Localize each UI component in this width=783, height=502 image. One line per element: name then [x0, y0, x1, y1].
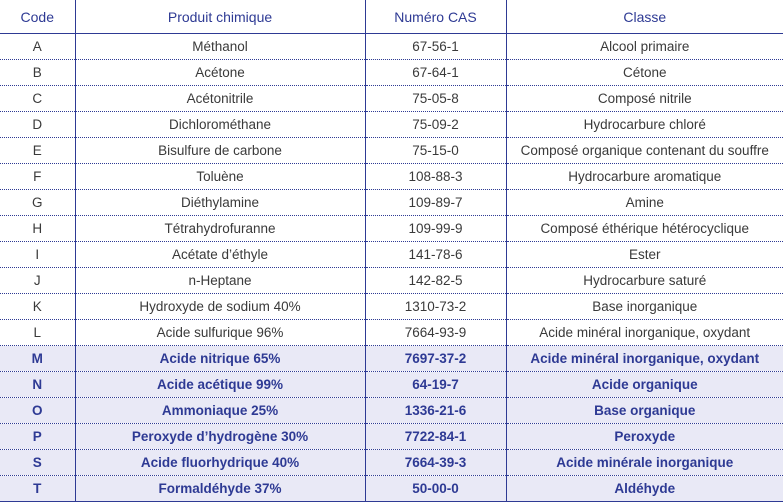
table-row: D Dichlorométhane 75-09-2 Hydrocarbure chlo…	[0, 112, 783, 138]
cell-code: S	[0, 450, 75, 476]
cell-cas: 67-64-1	[365, 60, 506, 86]
cell-product: Diéthylamine	[75, 190, 365, 216]
cell-code: F	[0, 164, 75, 190]
cell-code: M	[0, 346, 75, 372]
table-row: A Méthanol 67-56-1 Alcool primaire	[0, 34, 783, 60]
cell-class: Hydrocarbure saturé	[506, 268, 783, 294]
cell-product: Bisulfure de carbone	[75, 138, 365, 164]
cell-class: Aldéhyde	[506, 476, 783, 502]
cell-product: Tétrahydrofuranne	[75, 216, 365, 242]
header-product: Produit chimique	[75, 0, 365, 34]
cell-code: A	[0, 34, 75, 60]
cell-cas: 108-88-3	[365, 164, 506, 190]
cell-product: Toluène	[75, 164, 365, 190]
cell-class: Ester	[506, 242, 783, 268]
cell-code: L	[0, 320, 75, 346]
cell-cas: 75-05-8	[365, 86, 506, 112]
cell-product: Peroxyde d’hydrogène 30%	[75, 424, 365, 450]
cell-product: n-Heptane	[75, 268, 365, 294]
cell-class: Composé nitrile	[506, 86, 783, 112]
cell-class: Hydrocarbure chloré	[506, 112, 783, 138]
cell-code: J	[0, 268, 75, 294]
header-class: Classe	[506, 0, 783, 34]
cell-product: Ammoniaque 25%	[75, 398, 365, 424]
table-row: F Toluène 108-88-3 Hydrocarbure aromatique	[0, 164, 783, 190]
cell-code: K	[0, 294, 75, 320]
cell-product: Acétonitrile	[75, 86, 365, 112]
cell-cas: 7664-39-3	[365, 450, 506, 476]
table-row: K Hydroxyde de sodium 40% 1310-73-2 Base in…	[0, 294, 783, 320]
cell-code: I	[0, 242, 75, 268]
cell-product: Méthanol	[75, 34, 365, 60]
cell-code: G	[0, 190, 75, 216]
cell-code: B	[0, 60, 75, 86]
table-row: C Acétonitrile 75-05-8 Composé nitrile	[0, 86, 783, 112]
table-row: M Acide nitrique 65% 7697-37-2 Acide minéra…	[0, 346, 783, 372]
table-row: T Formaldéhyde 37% 50-00-0 Aldéhyde	[0, 476, 783, 502]
cell-code: E	[0, 138, 75, 164]
cell-cas: 109-89-7	[365, 190, 506, 216]
cell-class: Alcool primaire	[506, 34, 783, 60]
table-row: B Acétone 67-64-1 Cétone	[0, 60, 783, 86]
table-row: I Acétate d’éthyle 141-78-6 Ester	[0, 242, 783, 268]
cell-product: Acétate d’éthyle	[75, 242, 365, 268]
cell-product: Formaldéhyde 37%	[75, 476, 365, 502]
cell-product: Acide fluorhydrique 40%	[75, 450, 365, 476]
cell-cas: 7664-93-9	[365, 320, 506, 346]
cell-class: Cétone	[506, 60, 783, 86]
cell-class: Acide minérale inorganique	[506, 450, 783, 476]
cell-class: Peroxyde	[506, 424, 783, 450]
table-row: L Acide sulfurique 96% 7664-93-9 Acide miné…	[0, 320, 783, 346]
cell-cas: 7697-37-2	[365, 346, 506, 372]
cell-class: Amine	[506, 190, 783, 216]
cell-code: D	[0, 112, 75, 138]
cell-product: Acide nitrique 65%	[75, 346, 365, 372]
cell-cas: 1336-21-6	[365, 398, 506, 424]
cell-product: Acétone	[75, 60, 365, 86]
cell-code: H	[0, 216, 75, 242]
cell-cas: 64-19-7	[365, 372, 506, 398]
cell-code: P	[0, 424, 75, 450]
cell-cas: 109-99-9	[365, 216, 506, 242]
table-body: A Méthanol 67-56-1 Alcool primaire B Acétone 6…	[0, 34, 783, 502]
cell-product: Dichlorométhane	[75, 112, 365, 138]
cell-cas: 75-09-2	[365, 112, 506, 138]
cell-cas: 75-15-0	[365, 138, 506, 164]
cell-code: N	[0, 372, 75, 398]
cell-class: Hydrocarbure aromatique	[506, 164, 783, 190]
header-row: Code Produit chimique Numéro CAS Classe	[0, 0, 783, 34]
cell-class: Base organique	[506, 398, 783, 424]
table-row: O Ammoniaque 25% 1336-21-6 Base organique	[0, 398, 783, 424]
cell-cas: 7722-84-1	[365, 424, 506, 450]
cell-class: Base inorganique	[506, 294, 783, 320]
cell-class: Acide minéral inorganique, oxydant	[506, 346, 783, 372]
table-row: G Diéthylamine 109-89-7 Amine	[0, 190, 783, 216]
cell-product: Acide sulfurique 96%	[75, 320, 365, 346]
cell-code: O	[0, 398, 75, 424]
cell-cas: 67-56-1	[365, 34, 506, 60]
cell-class: Acide organique	[506, 372, 783, 398]
cell-cas: 50-00-0	[365, 476, 506, 502]
cell-code: T	[0, 476, 75, 502]
cell-class: Composé organique contenant du souffre	[506, 138, 783, 164]
table-row: N Acide acétique 99% 64-19-7 Acide organiqu…	[0, 372, 783, 398]
cell-product: Hydroxyde de sodium 40%	[75, 294, 365, 320]
header-code: Code	[0, 0, 75, 34]
table-row: P Peroxyde d’hydrogène 30% 7722-84-1 Peroxy…	[0, 424, 783, 450]
cell-class: Acide minéral inorganique, oxydant	[506, 320, 783, 346]
table-row: S Acide fluorhydrique 40% 7664-39-3 Acide m…	[0, 450, 783, 476]
cell-cas: 141-78-6	[365, 242, 506, 268]
cell-cas: 142-82-5	[365, 268, 506, 294]
cell-code: C	[0, 86, 75, 112]
table-row: E Bisulfure de carbone 75-15-0 Composé orga…	[0, 138, 783, 164]
cell-cas: 1310-73-2	[365, 294, 506, 320]
table-row: H Tétrahydrofuranne 109-99-9 Composé éthéri…	[0, 216, 783, 242]
header-cas: Numéro CAS	[365, 0, 506, 34]
cell-product: Acide acétique 99%	[75, 372, 365, 398]
cell-class: Composé éthérique hétérocyclique	[506, 216, 783, 242]
